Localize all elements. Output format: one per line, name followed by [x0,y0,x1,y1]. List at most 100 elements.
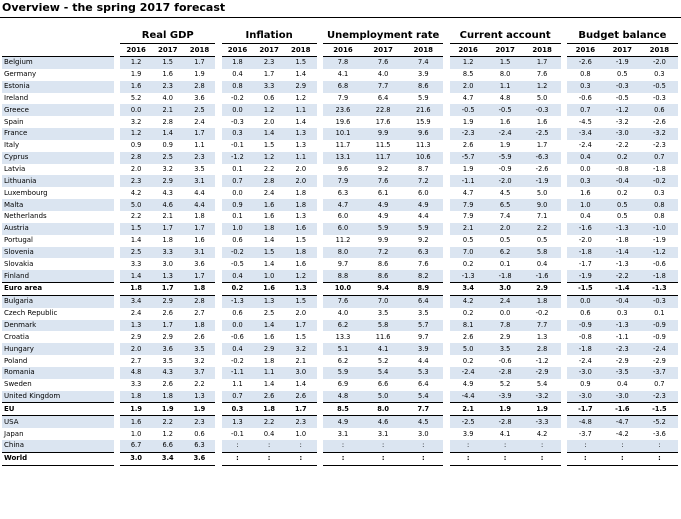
value-cell: 1.5 [151,56,184,69]
year-header: 2017 [603,43,641,57]
value-cell: 3.2 [120,116,152,129]
value-cell: : [449,440,487,453]
value-cell: 4.7 [449,187,487,200]
value-cell: 3.5 [403,307,444,320]
value-cell: -5.9 [486,151,524,164]
column-gap [560,175,567,188]
column-gap [316,307,323,320]
column-gap [316,187,323,200]
value-cell: 2.1 [449,402,487,417]
column-gap [443,452,450,466]
value-cell: : [363,451,404,466]
column-gap [560,128,567,140]
value-cell: 0.4 [566,210,604,223]
value-cell: : [640,451,678,466]
value-cell: 3.0 [403,428,444,440]
value-cell: 1.9 [449,163,487,176]
country-name: Czech Republic [2,307,114,320]
table-row: Croatia 2.9 2.9 2.6 -0.6 1.6 1.5 13.3 11.6 9.7 2.6… [2,331,678,344]
value-cell: 3.3 [151,246,184,259]
column-gap [316,366,323,379]
value-cell: -1.3 [603,222,641,235]
value-cell: 2.5 [253,307,285,320]
column-gap [316,151,323,164]
value-cell: -3.2 [603,116,641,129]
group-header-unemployment: Unemployment rate [322,19,444,44]
column-gap [316,402,323,416]
value-cell: -2.2 [603,139,641,152]
value-cell: -0.9 [640,331,678,344]
year-header: 2016 [322,43,364,57]
value-cell: 2.0 [284,163,317,176]
value-cell: 1.8 [253,222,285,235]
value-cell: 1.4 [151,128,184,140]
column-gap [560,139,567,152]
table-row: Finland 1.4 1.3 1.7 0.4 1.0 1.2 8.8 8.6 8.2 -1.3 -1… [2,270,678,283]
value-cell: -1.7 [566,258,604,271]
value-cell: 2.1 [151,104,184,117]
value-cell: 1.9 [120,68,152,81]
value-cell: 1.6 [253,282,285,296]
value-cell: 2.2 [523,222,561,235]
value-cell: 11.6 [363,331,404,344]
column-gap [113,246,121,259]
value-cell: 0.8 [221,80,254,93]
value-cell: 1.2 [120,128,152,140]
column-gap [316,452,323,466]
value-cell: -0.4 [603,175,641,188]
value-cell: -0.6 [486,355,524,367]
value-cell: 10.0 [322,282,364,296]
column-gap [215,128,222,140]
value-cell: 1.4 [120,234,152,247]
column-gap [215,258,222,271]
table-row: Hungary 2.0 3.6 3.5 0.4 2.9 3.2 5.1 4.1 3.9 5.0 3.5… [2,343,678,356]
value-cell: 1.2 [120,56,152,69]
value-cell: -0.5 [603,92,641,105]
value-cell: -2.9 [603,355,641,367]
column-gap [113,415,121,429]
value-cell: 2.4 [486,295,524,308]
value-cell: 0.5 [603,210,641,223]
value-cell: -3.7 [566,428,604,440]
column-gap [215,92,222,105]
column-gap [113,378,121,391]
value-cell: 2.2 [253,163,285,176]
value-cell: -0.2 [523,307,561,320]
group-header-real-gdp: Real GDP [120,19,216,44]
value-cell: 1.8 [120,390,152,403]
table-row: Estonia 1.6 2.3 2.8 0.8 3.3 2.9 6.8 7.7 8.6 2.0 1.1… [2,80,678,93]
table-row: Japan 1.0 1.2 0.6 -0.1 0.4 1.0 3.1 3.1 3.0 3.9 4.1 4… [2,428,678,440]
title-rule [0,17,681,18]
country-name: Ireland [2,92,114,105]
value-cell: 7.6 [322,295,364,308]
value-cell: 0.1 [640,307,678,320]
value-cell: 6.4 [403,378,444,391]
value-cell: 1.8 [221,56,254,69]
country-name: Poland [2,355,114,367]
value-cell: 2.7 [183,307,216,320]
column-gap [443,151,450,164]
value-cell: 0.2 [221,282,254,296]
column-gap [316,163,323,176]
value-cell: 1.3 [284,210,317,223]
value-cell: 2.4 [253,187,285,200]
value-cell: 1.5 [486,56,524,69]
value-cell: 5.0 [120,199,152,211]
value-cell: 0.9 [120,139,152,152]
column-gap [560,402,567,416]
value-cell: 4.7 [449,92,487,105]
column-gap [316,295,323,308]
column-gap [215,80,222,93]
value-cell: : [566,440,604,453]
country-name: EU [2,402,114,417]
value-cell: 3.2 [284,343,317,356]
value-cell: -2.3 [449,128,487,140]
value-cell: 1.7 [183,270,216,283]
country-name: Finland [2,270,114,283]
value-cell: 7.2 [363,246,404,259]
table-row: United Kingdom 1.8 1.8 1.3 0.7 2.6 2.6 4.8 5.0 5.… [2,390,678,403]
value-cell: -1.4 [603,246,641,259]
value-cell: 0.1 [221,163,254,176]
value-cell: 2.6 [151,307,184,320]
value-cell: -0.3 [221,116,254,129]
